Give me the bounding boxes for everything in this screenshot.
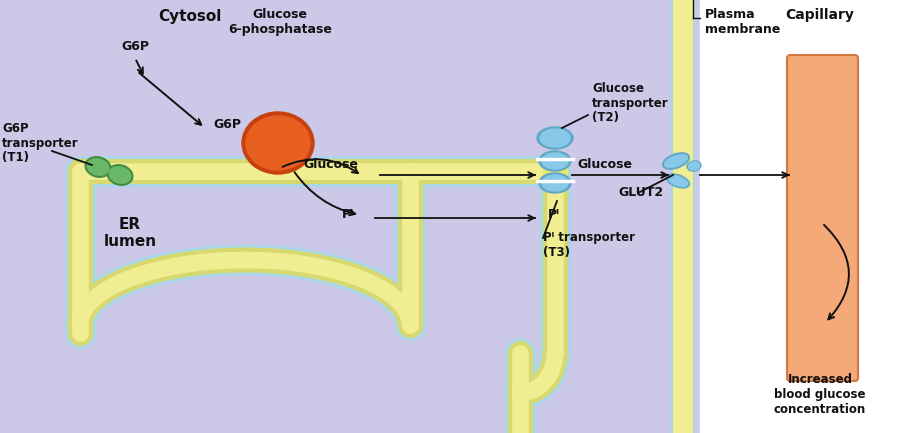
Text: Glucose
transporter
(T2): Glucose transporter (T2): [591, 81, 668, 125]
Text: Plasma
membrane: Plasma membrane: [704, 8, 780, 36]
Text: Pᴵ: Pᴵ: [342, 209, 353, 222]
FancyBboxPatch shape: [786, 55, 857, 381]
Text: Glucose: Glucose: [577, 158, 631, 171]
Text: GLUT2: GLUT2: [618, 187, 662, 200]
Ellipse shape: [538, 173, 570, 193]
Ellipse shape: [541, 175, 568, 191]
Bar: [0, 0, 700, 433]
Text: Glucose: Glucose: [302, 158, 358, 171]
Text: Capillary: Capillary: [784, 8, 854, 22]
Bar: [671, 0, 693, 433]
Ellipse shape: [109, 167, 130, 183]
Text: G6P: G6P: [213, 119, 241, 132]
Ellipse shape: [87, 159, 108, 175]
Ellipse shape: [541, 153, 568, 169]
Text: ER
lumen: ER lumen: [103, 217, 157, 249]
Ellipse shape: [85, 157, 111, 177]
Text: Pᴵ transporter
(T3): Pᴵ transporter (T3): [542, 231, 634, 259]
Ellipse shape: [241, 112, 313, 174]
Ellipse shape: [539, 129, 569, 147]
Bar: [700, 0, 911, 433]
Ellipse shape: [107, 165, 133, 185]
Ellipse shape: [666, 174, 689, 188]
Ellipse shape: [538, 151, 570, 171]
Ellipse shape: [686, 161, 701, 171]
Text: Cytosol: Cytosol: [159, 9, 221, 24]
Text: Glucose
6-phosphatase: Glucose 6-phosphatase: [228, 8, 332, 36]
Text: G6P: G6P: [121, 41, 148, 54]
Ellipse shape: [664, 155, 687, 167]
Ellipse shape: [668, 175, 687, 187]
Text: Increased
blood glucose
concentration: Increased blood glucose concentration: [773, 373, 865, 416]
Ellipse shape: [246, 116, 310, 170]
Ellipse shape: [662, 153, 689, 169]
Text: Pᴵ: Pᴵ: [548, 209, 559, 222]
Bar: [542, 166, 567, 178]
Ellipse shape: [688, 162, 699, 170]
Ellipse shape: [537, 127, 572, 149]
Text: G6P
transporter
(T1): G6P transporter (T1): [2, 122, 78, 165]
